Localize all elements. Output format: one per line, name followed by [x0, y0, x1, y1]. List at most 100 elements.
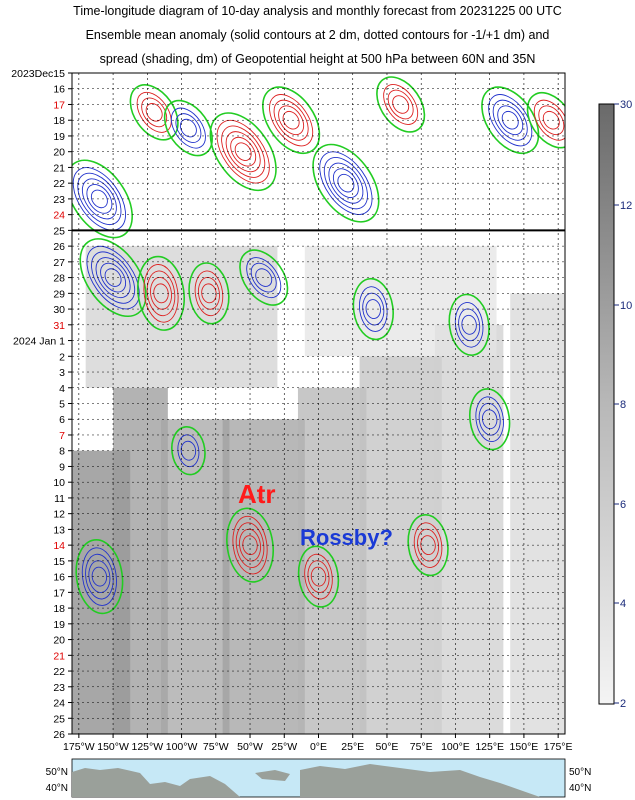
x-tick-label: 175°W [63, 741, 95, 753]
contour-line [501, 110, 519, 130]
zero-contour [226, 507, 274, 583]
colorbar-tick-label: 2 [620, 698, 626, 710]
spread-shading [72, 246, 565, 734]
shading-band [304, 246, 497, 357]
zero-contour [171, 426, 206, 476]
contour-line [328, 162, 364, 204]
contour-line [392, 95, 410, 114]
contour-line [221, 125, 266, 178]
contour-line [201, 283, 217, 304]
y-tick-label: 6 [59, 414, 65, 426]
contour-line [100, 262, 127, 293]
x-tick-label: 50°E [376, 741, 399, 753]
negative-anomaly-contours [75, 539, 124, 615]
zero-contour [526, 92, 565, 149]
positive-anomaly-contours [188, 262, 230, 325]
contour-line [180, 440, 197, 461]
positive-anomaly-contours [376, 76, 426, 133]
negative-anomaly-contours [448, 293, 490, 356]
x-tick-label: 25°E [341, 741, 364, 753]
y-tick-label: 27 [53, 257, 65, 269]
colorbar: 30 12 10 8 6 4 2 [598, 99, 632, 710]
contour-line [255, 268, 273, 287]
contour-line [538, 105, 565, 136]
zero-contour [209, 112, 277, 192]
x-tick-label: 75°E [410, 741, 433, 753]
contour-line [475, 396, 504, 443]
contour-line [232, 515, 268, 575]
y-tick-label: 30 [53, 304, 65, 316]
zero-contour [72, 159, 133, 239]
contour-line [216, 119, 270, 184]
y-tick-label: 17 [53, 587, 65, 599]
y-tick-label: 19 [53, 619, 65, 631]
grid-lines [72, 73, 565, 734]
chart-title-line-1: Time-longitude diagram of 10-day analysi… [73, 4, 562, 18]
positive-anomaly-contours [209, 112, 277, 192]
zero-contour [239, 249, 289, 306]
contour-line [175, 113, 202, 143]
y-tick-label: 29 [53, 288, 65, 300]
x-tick-label: 150°E [510, 741, 539, 753]
zero-contour [262, 86, 321, 155]
y-axis-ticks: 2023Dec151617181920212223242526272829303… [11, 68, 72, 741]
y-tick-label: 22 [53, 666, 65, 678]
y-tick-label: 26 [53, 729, 65, 741]
colorbar-tick-label: 12 [620, 200, 632, 212]
x-tick-label: 100°E [441, 741, 470, 753]
x-axis-ticks: 175°W 150°W 125°W 100°W 75°W 50°W 25°W 0°E 25°E 5… [63, 734, 573, 753]
annotation-rossby: Rossby? [300, 525, 393, 550]
y-tick-label: 23 [53, 682, 65, 694]
anomaly-contours [72, 76, 565, 615]
y-tick-label: 14 [53, 540, 65, 552]
y-tick-label: 15 [53, 556, 65, 568]
x-tick-label: 75°W [203, 741, 229, 753]
zero-contour [188, 262, 230, 325]
colorbar-tick-label: 8 [620, 399, 626, 411]
x-tick-label: 125°E [475, 741, 504, 753]
y-tick-label: 2 [59, 351, 65, 363]
shading-band [434, 324, 504, 734]
zero-contour [407, 514, 449, 577]
zero-contour [79, 238, 147, 318]
zero-contour [312, 143, 380, 223]
y-tick-label: 21 [53, 650, 65, 662]
y-tick-label: 3 [59, 367, 65, 379]
contour-line [234, 142, 252, 161]
y-tick-label: 25 [53, 225, 65, 237]
contour-line [359, 286, 388, 332]
colorbar-tick-label: 10 [620, 300, 632, 312]
map-land-mid [255, 770, 290, 781]
contour-line [81, 178, 117, 220]
colorbar-tick-label: 4 [620, 598, 626, 610]
y-tick-label: 2024 Jan 1 [13, 336, 65, 348]
contour-line [383, 84, 419, 125]
zero-contour [297, 545, 340, 608]
negative-anomaly-contours [171, 426, 206, 476]
contour-line [225, 131, 261, 173]
y-tick-label: 21 [53, 162, 65, 174]
contour-line [413, 522, 443, 568]
contour-line [141, 97, 168, 128]
y-tick-label: 4 [59, 383, 65, 395]
contour-line [282, 110, 300, 130]
y-tick-label: 31 [53, 320, 65, 332]
contour-line [197, 276, 220, 310]
contour-line [246, 257, 282, 299]
contour-line [332, 168, 359, 199]
contour-line [86, 245, 140, 310]
y-tick-label: 16 [53, 572, 65, 584]
contour-line [481, 409, 498, 430]
contour-line [177, 434, 200, 468]
mini-map: 50°N 50°N 40°N 40°N [46, 758, 591, 798]
contour-line [86, 184, 113, 214]
negative-anomaly-contours [481, 86, 540, 155]
contour-line [230, 136, 257, 167]
colorbar-tick-label: 6 [620, 499, 626, 511]
contour-line [365, 299, 381, 319]
zero-contour [376, 76, 426, 133]
map-lat-label-left: 40°N [46, 783, 68, 794]
y-tick-label: 16 [53, 84, 65, 96]
y-tick-label: 19 [53, 131, 65, 143]
